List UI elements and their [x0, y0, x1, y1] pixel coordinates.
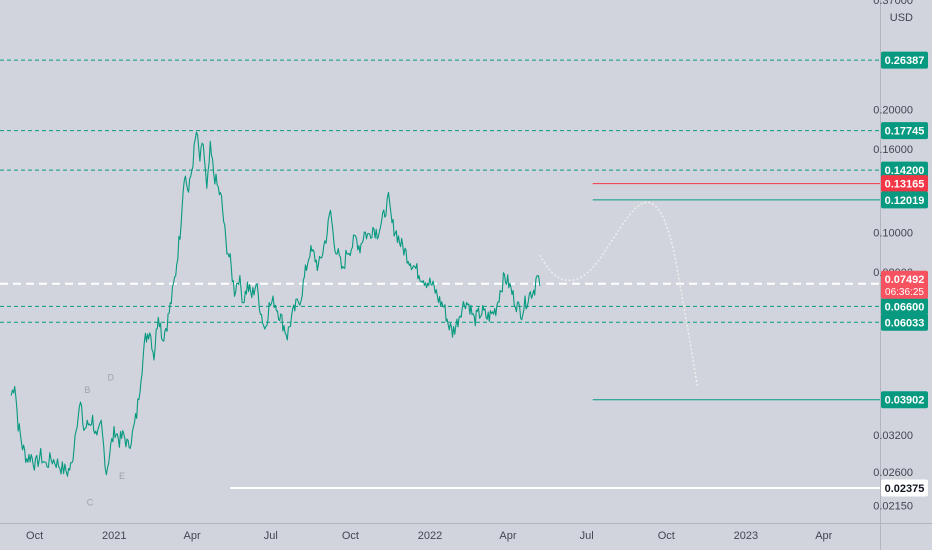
level-price-badge-bg	[881, 313, 928, 331]
level-price-badge-label: 0.14200	[885, 165, 925, 177]
price-badges-layer: 0.26387 0.17745 0.14200 0.13165 0.12019 0.066…	[881, 51, 928, 497]
time-axis-tick-label: 2021	[102, 530, 126, 542]
level-price-badge-bg	[881, 479, 928, 497]
time-axis-tick-label: Oct	[658, 530, 675, 542]
current-price-badge-bg	[881, 270, 928, 299]
time-axis-tick-label: Apr	[184, 530, 201, 542]
time-axis-tick-label: Apr	[815, 530, 832, 542]
plot-background	[0, 0, 880, 523]
wave-label: C	[87, 498, 94, 508]
level-price-badge-label: 0.06600	[885, 301, 925, 313]
price-axis-tick-label: 0.10000	[873, 227, 913, 239]
time-axis-tick-label: Jul	[580, 530, 594, 542]
price-series-line	[10, 131, 541, 477]
time-axis-tick-label: Apr	[499, 530, 516, 542]
level-price-badge-label: 0.17745	[885, 126, 925, 138]
price-series-layer	[10, 131, 699, 477]
price-axis-tick-label: 0.16000	[873, 144, 913, 156]
countdown-label: 06:36:25	[885, 287, 924, 298]
projection-path	[539, 201, 699, 387]
time-axis-tick-label: Oct	[342, 530, 359, 542]
price-axis-tick-label: 0.03200	[873, 430, 913, 442]
level-price-badge-bg	[881, 297, 928, 315]
price-axis-tick-label: 0.02600	[873, 467, 913, 479]
level-price-badge-bg	[881, 175, 928, 193]
level-price-badge-label: 0.03902	[885, 395, 925, 407]
price-axis-currency: USD	[890, 12, 913, 24]
level-price-badge-label: 0.26387	[885, 55, 925, 67]
level-price-badge-bg	[881, 191, 928, 209]
time-axis[interactable]: Oct 2021 Apr Jul Oct 2022 Apr Jul Oct 2023 Apr	[26, 530, 833, 542]
time-axis-tick-label: 2022	[418, 530, 442, 542]
current-price-label: 0.07492	[885, 274, 925, 286]
level-lines-layer	[0, 59, 880, 489]
wave-label: E	[119, 471, 125, 481]
wave-annotations-layer: B D E C	[84, 372, 125, 507]
level-price-badge-label: 0.13165	[885, 179, 925, 191]
level-price-badge-label: 0.06033	[885, 317, 925, 329]
price-axis-tick-label: 0.02150	[873, 501, 913, 513]
level-price-badge-label: 0.12019	[885, 195, 925, 207]
price-axis-tick-label: 0.37000	[873, 0, 913, 7]
level-price-badge-bg	[881, 391, 928, 409]
time-axis-tick-label: Oct	[26, 530, 43, 542]
level-price-badge-bg	[881, 51, 928, 69]
time-axis-tick-label: 2023	[734, 530, 758, 542]
wave-label: D	[108, 372, 115, 382]
level-price-badge-label: 0.02375	[885, 483, 925, 495]
price-axis-tick-label: 0.20000	[873, 104, 913, 116]
level-price-badge-bg	[881, 161, 928, 179]
level-price-badge-bg	[881, 122, 928, 140]
time-axis-tick-label: Jul	[264, 530, 278, 542]
price-axis[interactable]: USD 0.370000.200000.160000.100000.080000…	[873, 0, 913, 513]
wave-label: B	[84, 385, 90, 395]
